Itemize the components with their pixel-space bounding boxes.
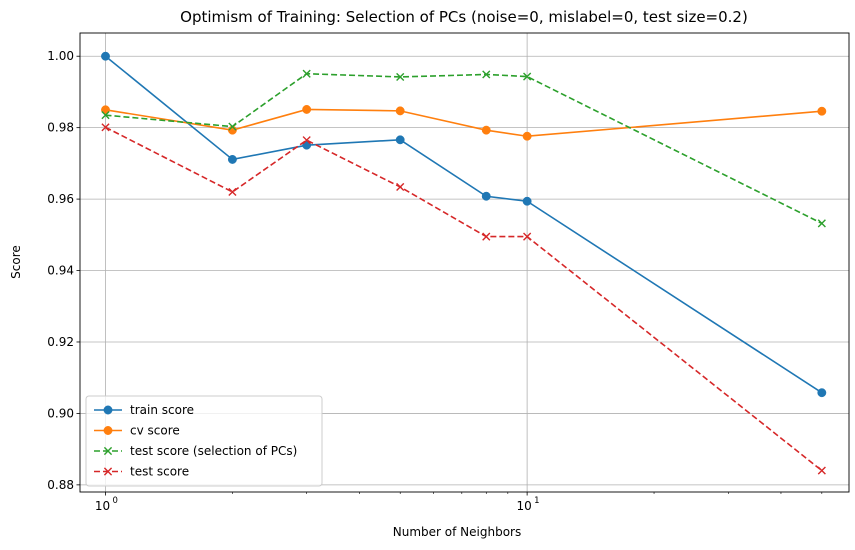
y-tick-label: 0.96: [47, 192, 74, 206]
legend-marker: [103, 426, 113, 435]
legend-label: cv score: [130, 424, 180, 438]
data-point-x: [302, 69, 311, 78]
plot-frame: [79, 32, 850, 493]
data-point-x: [396, 72, 405, 82]
legend-marker: [103, 405, 113, 415]
y-tick-label: 0.94: [47, 264, 74, 278]
chart-title: Optimism of Training: Selection of PCs (…: [180, 8, 748, 26]
x-tick-exponent: 0: [113, 496, 118, 506]
legend-item: test score: [94, 465, 189, 479]
legend-label: test score: [130, 465, 189, 479]
legend-box: [85, 395, 323, 487]
data-point-x: [101, 111, 110, 120]
y-tick-label: 1.00: [47, 49, 74, 63]
data-point-x: [482, 70, 491, 79]
series-layer: [101, 51, 827, 475]
x-tick-exponent: 1: [534, 496, 539, 506]
data-point-circle: [522, 196, 532, 206]
data-point-circle: [481, 191, 491, 201]
legend-label: test score (selection of PCs): [130, 444, 297, 458]
data-point-x: [523, 72, 532, 81]
series-2: [101, 69, 826, 228]
data-point-circle: [101, 51, 110, 61]
data-point-x: [228, 187, 237, 197]
data-point-x: [396, 182, 405, 192]
y-tick-label: 0.98: [47, 121, 74, 135]
data-point-circle: [227, 154, 237, 164]
y-axis-label: Score: [9, 245, 23, 279]
series-1: [101, 104, 827, 141]
legend-marker: [103, 467, 113, 476]
legend-marker: [103, 446, 113, 456]
data-point-circle: [817, 388, 827, 398]
data-point-circle: [817, 106, 827, 116]
legend-item: cv score: [94, 424, 180, 438]
y-tick-label: 0.88: [47, 478, 74, 492]
legend-item: train score: [94, 403, 194, 417]
data-point-circle: [481, 125, 491, 135]
legend-label: train score: [130, 403, 194, 417]
data-point-circle: [395, 135, 405, 145]
data-point-x: [817, 219, 826, 228]
x-axis-label: Number of Neighbors: [393, 525, 521, 539]
data-point-x: [228, 122, 237, 131]
data-point-x: [482, 232, 491, 241]
series-3: [101, 123, 826, 475]
data-point-circle: [522, 131, 532, 141]
data-point-circle: [302, 104, 312, 114]
x-tick-label: 10: [95, 499, 110, 513]
data-point-x: [817, 466, 826, 475]
y-tick-label: 0.92: [47, 335, 74, 349]
data-point-circle: [395, 106, 405, 116]
data-point-x: [302, 136, 311, 145]
data-point-x: [523, 232, 532, 241]
x-tick-label: 10: [516, 499, 531, 513]
data-point-circle: [101, 105, 110, 115]
data-point-x: [101, 123, 110, 132]
y-tick-label: 0.90: [47, 406, 74, 420]
legend-item: test score (selection of PCs): [94, 444, 297, 458]
legend: train score cv score test score (selection…: [85, 395, 323, 487]
